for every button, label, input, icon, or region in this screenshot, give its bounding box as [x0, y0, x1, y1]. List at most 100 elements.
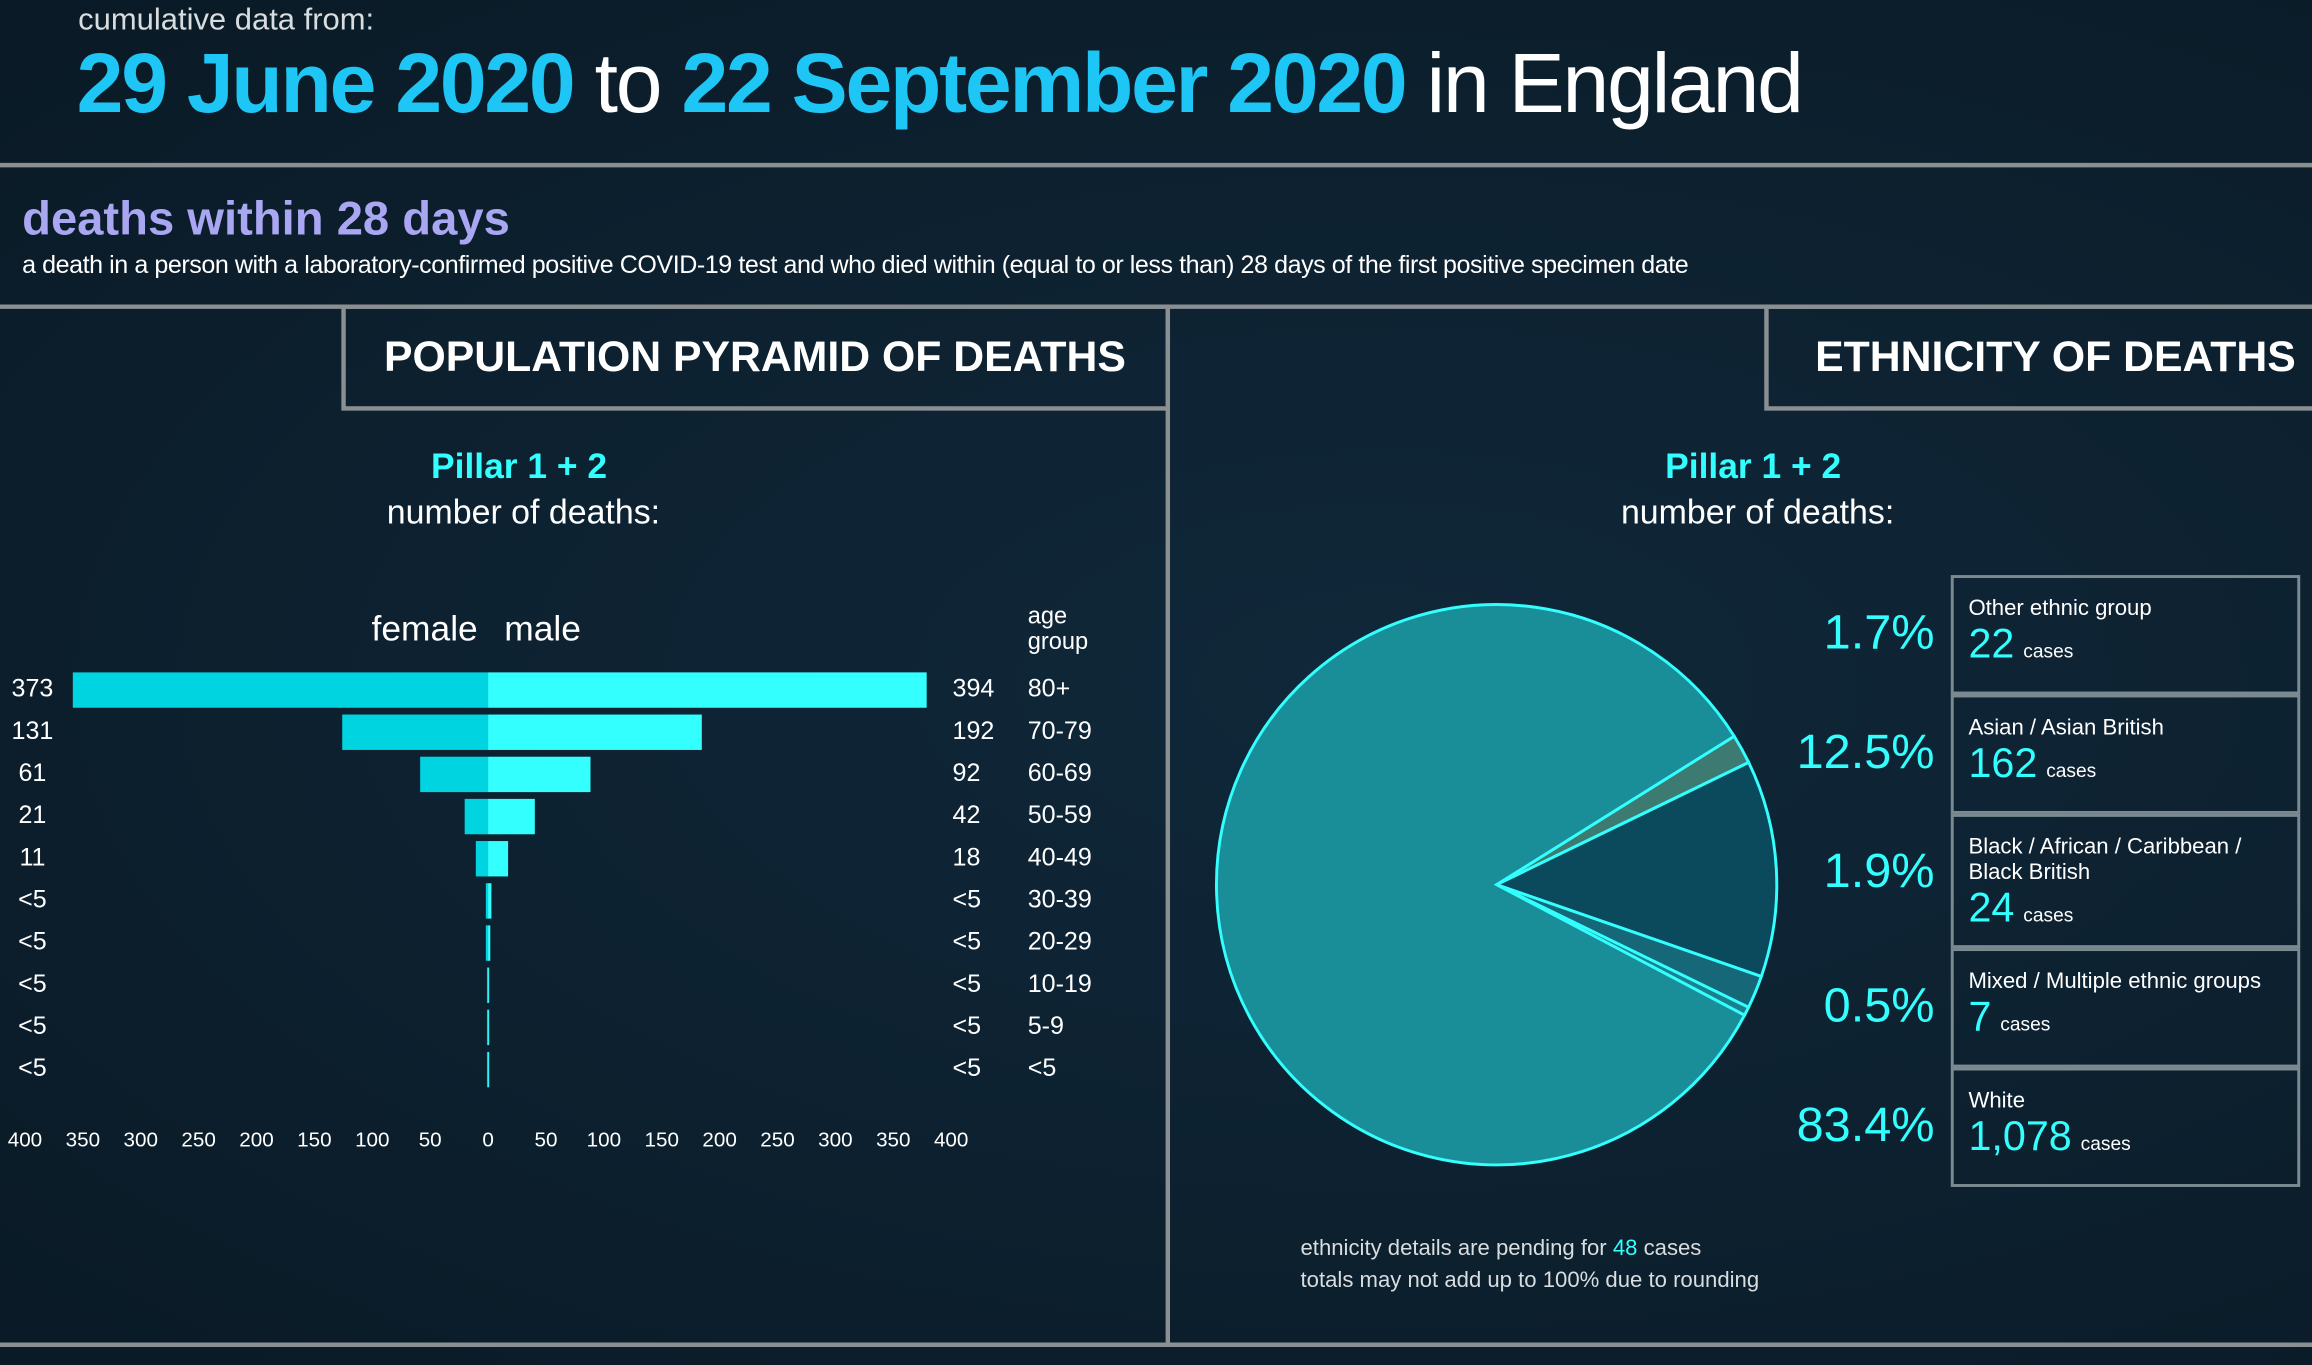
bar — [485, 883, 489, 919]
legend-entry: Other ethnic group — [1968, 595, 2152, 621]
data-label: 92 — [953, 759, 981, 787]
case-count: 162 — [1968, 740, 2038, 786]
category-label: age group — [1027, 604, 1089, 655]
case-count: 1,078 — [1968, 1113, 2072, 1159]
data-label: 373 — [12, 675, 54, 703]
x-tick-label: 50 — [534, 1129, 557, 1152]
case-row: 22 cases — [1968, 621, 2282, 668]
x-tick-label: 250 — [760, 1129, 794, 1152]
legend-box: White 1,078 cases — [1950, 1067, 2301, 1187]
data-label: 83.4% — [1797, 1098, 1935, 1152]
x-tick-label: 250 — [181, 1129, 215, 1152]
data-label: 11 — [19, 843, 45, 871]
legend-box: Asian / Asian British 162 cases — [1950, 694, 2301, 814]
category-label: 40-49 — [1028, 843, 1092, 871]
data-label: <5 — [18, 970, 47, 998]
bar — [488, 883, 492, 919]
bar — [342, 714, 489, 750]
bar — [420, 756, 489, 793]
data-label: <5 — [18, 1054, 47, 1082]
data-label: 21 — [19, 801, 47, 829]
headline: 29 June 2020 to 22 September 2020 in Eng… — [77, 35, 1804, 132]
category-label: 50-59 — [1028, 801, 1092, 829]
bar — [488, 756, 591, 793]
legend-entry: Black / African / Caribbean / Black Brit… — [1968, 834, 2242, 885]
data-label: <5 — [953, 970, 982, 998]
x-tick-label: 300 — [818, 1129, 852, 1152]
subtitle: Pillar 1 + 2 — [1665, 447, 1841, 486]
case-unit: cases — [2080, 1132, 2131, 1155]
legend-entry: male — [504, 609, 581, 648]
section-description: a death in a person with a laboratory-co… — [22, 250, 1689, 279]
category-label: 30-39 — [1028, 886, 1092, 914]
bar — [488, 925, 491, 961]
case-row: 24 cases — [1968, 885, 2282, 932]
bar — [488, 841, 509, 877]
joiner: to — [594, 36, 663, 132]
data-label: 61 — [19, 759, 47, 787]
data-label: 18 — [953, 843, 981, 871]
legend-entry: White — [1968, 1088, 2025, 1114]
x-tick-label: 350 — [66, 1129, 100, 1152]
subtitle: number of deaths: — [1621, 494, 1894, 532]
pie-slice — [1492, 760, 1779, 979]
x-tick-label: 150 — [645, 1129, 679, 1152]
legend-box: Black / African / Caribbean / Black Brit… — [1950, 813, 2301, 949]
case-unit: cases — [2000, 1012, 2051, 1036]
category-label: 5-9 — [1028, 1012, 1064, 1040]
bar — [488, 1051, 490, 1088]
data-label: <5 — [18, 928, 47, 956]
data-label: <5 — [953, 928, 982, 956]
place: in England — [1426, 36, 1804, 132]
category-label: 80+ — [1028, 675, 1071, 703]
bar — [485, 925, 489, 961]
bar — [488, 714, 702, 750]
category-label: 70-79 — [1028, 717, 1092, 745]
bar — [72, 672, 489, 708]
case-row: 162 cases — [1968, 740, 2282, 787]
legend-entry: Mixed / Multiple ethnic groups — [1968, 968, 2262, 994]
end-date: 22 September 2020 — [681, 36, 1407, 132]
section-title: deaths within 28 days — [22, 191, 510, 245]
x-tick-label: 400 — [934, 1129, 968, 1152]
data-label: 0.5% — [1824, 978, 1935, 1032]
data-label: <5 — [18, 1012, 47, 1040]
bar — [488, 967, 490, 1003]
subtitle: Pillar 1 + 2 — [431, 447, 607, 486]
case-row: 1,078 cases — [1968, 1113, 2282, 1160]
category-label: <5 — [1028, 1054, 1057, 1082]
case-unit: cases — [2023, 639, 2074, 663]
case-count: 24 — [1968, 884, 2015, 931]
x-tick-label: 350 — [876, 1129, 910, 1152]
chart-title: ETHNICITY OF DEATHS — [1815, 333, 2296, 381]
category-label: 10-19 — [1028, 970, 1092, 998]
bar — [486, 1009, 489, 1046]
pie-slice — [1215, 603, 1747, 1167]
category-label: 60-69 — [1028, 759, 1092, 787]
data-label: 1.9% — [1824, 844, 1935, 898]
category-label-box: age group — [1027, 604, 1089, 655]
data-label: 394 — [953, 675, 995, 703]
data-label: <5 — [953, 1012, 982, 1040]
legend-box: Mixed / Multiple ethnic groups 7 cases — [1950, 948, 2301, 1068]
legend-box: Other ethnic group 22 cases — [1950, 575, 2301, 695]
data-label: <5 — [953, 886, 982, 914]
title-box — [341, 304, 1171, 411]
data-label: 12.5% — [1797, 725, 1935, 779]
legend-entry: female — [372, 609, 478, 648]
bar — [464, 798, 489, 835]
x-tick-label: 200 — [239, 1129, 273, 1152]
case-unit: cases — [2046, 759, 2097, 782]
x-tick-label: 200 — [702, 1129, 736, 1152]
x-tick-label: 0 — [482, 1129, 493, 1152]
x-tick-label: 50 — [419, 1129, 442, 1152]
title-box — [1764, 304, 2312, 411]
legend-entry: Asian / Asian British — [1968, 715, 2164, 741]
note-unit: cases — [1643, 1235, 1702, 1261]
bar — [488, 672, 927, 708]
data-label: 131 — [12, 717, 54, 745]
bar — [486, 1051, 489, 1088]
x-tick-label: 300 — [124, 1129, 158, 1152]
